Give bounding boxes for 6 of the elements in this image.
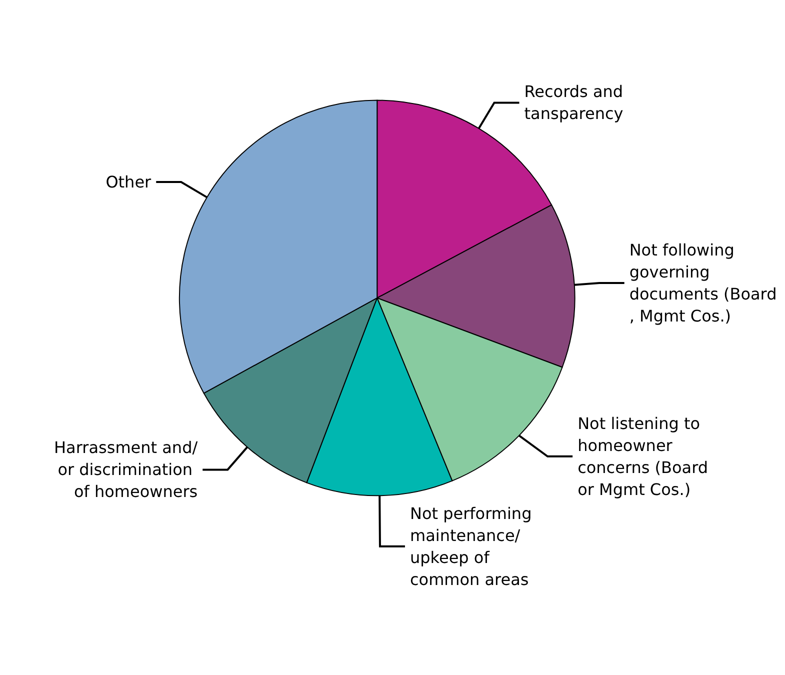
slice-label: Not performing maintenance/ upkeep of common areas [410, 504, 537, 589]
slice-label: Not following governing documents (Board, Mgmt Cos.) [629, 240, 777, 326]
slice-label: Records and tansparency [524, 82, 628, 124]
slice-label: Not listening to homeowner concerns (Board or Mgmt Cos.) [578, 414, 714, 499]
slice-label: Harrassment and/or discrimination of homeowners [54, 438, 198, 502]
slice-label: Other [106, 172, 152, 192]
